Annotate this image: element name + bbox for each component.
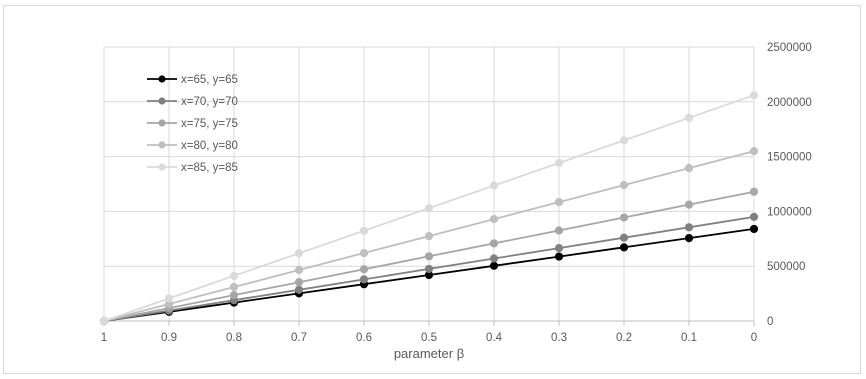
legend-marker <box>158 163 166 171</box>
data-point <box>684 234 694 243</box>
data-point <box>489 261 499 270</box>
data-point <box>424 252 434 261</box>
data-point <box>359 275 369 284</box>
x-tick-label: 0.3 <box>551 332 567 344</box>
data-point <box>619 136 629 145</box>
x-tick-label: 0.1 <box>681 332 697 344</box>
data-point <box>554 244 564 253</box>
data-point <box>749 91 759 100</box>
x-tick-label: 0.9 <box>161 332 177 344</box>
data-point <box>294 285 304 294</box>
data-point <box>424 231 434 241</box>
x-tick-label: 0.6 <box>356 332 372 344</box>
data-point <box>489 214 499 224</box>
legend-marker <box>158 119 166 127</box>
y-tick-label: 2500000 <box>767 42 812 54</box>
data-point <box>229 282 239 292</box>
y-tick-label: 0 <box>767 316 773 328</box>
data-point <box>229 291 239 300</box>
data-point <box>749 212 759 221</box>
data-point <box>684 164 694 173</box>
data-point <box>554 158 564 168</box>
legend-marker <box>158 141 166 149</box>
data-point <box>424 204 434 213</box>
data-point <box>489 239 499 248</box>
data-point <box>229 271 239 280</box>
x-tick-label: 0.4 <box>486 332 503 344</box>
x-tick-label: 0 <box>751 332 757 344</box>
data-point <box>619 243 629 252</box>
x-tick-label: 0.2 <box>616 332 632 344</box>
data-point <box>684 200 694 209</box>
x-axis-label: parameter β <box>394 346 464 361</box>
x-tick-label: 1 <box>101 332 107 344</box>
chart-frame <box>3 5 861 374</box>
data-point <box>424 264 434 274</box>
data-point <box>749 147 759 156</box>
data-point <box>359 248 369 258</box>
data-point <box>554 197 564 207</box>
y-tick-label: 1500000 <box>767 152 812 164</box>
y-tick-label: 500000 <box>767 261 805 273</box>
legend-label: x=65, y=65 <box>181 74 238 86</box>
data-point <box>619 180 629 190</box>
legend-marker <box>158 75 166 83</box>
data-point <box>619 233 629 242</box>
legend-label: x=70, y=70 <box>181 96 238 108</box>
legend-label: x=85, y=85 <box>181 162 238 174</box>
x-tick-label: 0.5 <box>421 332 437 344</box>
data-point <box>684 113 694 122</box>
data-point <box>684 223 694 232</box>
gridlines <box>103 46 755 321</box>
legend-label: x=75, y=75 <box>181 118 238 130</box>
data-point <box>359 226 369 235</box>
data-point <box>554 226 564 235</box>
data-point <box>294 249 304 258</box>
data-point <box>749 187 759 196</box>
data-point <box>359 265 369 274</box>
data-point <box>554 252 564 261</box>
y-tick-label: 2000000 <box>767 97 812 109</box>
series-lines <box>99 91 759 326</box>
data-point <box>294 278 304 287</box>
data-point <box>164 294 174 303</box>
data-point <box>749 224 759 234</box>
x-tick-label: 0.8 <box>226 332 242 344</box>
legend-marker <box>158 97 166 105</box>
y-tick-label: 1000000 <box>767 206 812 218</box>
legend: x=65, y=65 x=70, y=70 x=75, y=75 x=80, y=80… <box>147 74 238 174</box>
data-point <box>294 265 304 275</box>
data-point <box>489 181 499 190</box>
data-point <box>619 213 629 222</box>
axes: 0 500000 1000000 1500000 2000000 2500000 1 0.9 0… <box>101 42 812 344</box>
data-point <box>99 316 109 326</box>
x-tick-label: 0.7 <box>291 332 307 344</box>
data-point <box>489 254 499 263</box>
legend-label: x=80, y=80 <box>181 140 238 152</box>
